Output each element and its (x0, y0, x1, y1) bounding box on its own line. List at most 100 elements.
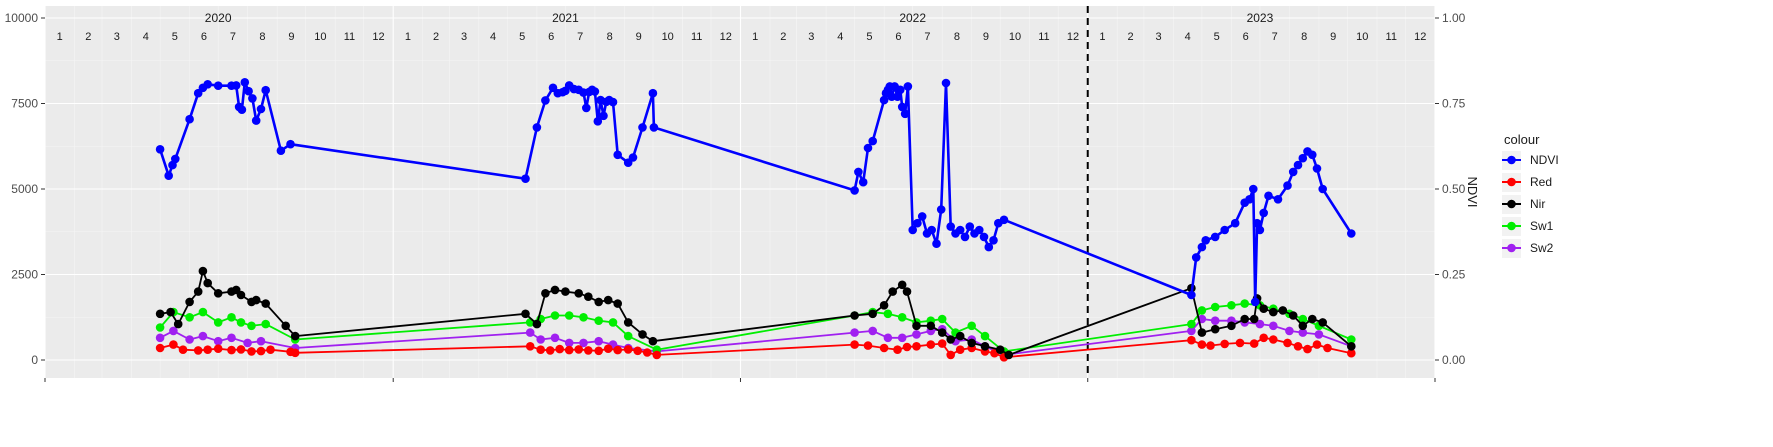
point-sw2 (525, 328, 535, 337)
legend-label-nir: Nir (1530, 197, 1545, 211)
point-red (642, 348, 652, 357)
point-sw2 (1210, 316, 1220, 326)
point-ndvi (628, 153, 638, 162)
strip-month-label: 12 (1414, 31, 1426, 43)
point-sw1 (198, 307, 208, 317)
strip-month-label: 2 (1127, 31, 1133, 43)
legend-key-point-ndvi (1507, 155, 1516, 165)
point-nir (521, 309, 530, 319)
point-sw2 (897, 333, 907, 343)
point-nir (850, 311, 859, 320)
point-red (290, 348, 300, 358)
point-nir (532, 319, 542, 329)
point-ndvi (1288, 167, 1298, 177)
point-ndvi (1245, 195, 1254, 204)
point-ndvi (521, 174, 530, 183)
point-red (937, 339, 947, 348)
point-ndvi (932, 239, 941, 248)
point-ndvi (960, 232, 970, 242)
point-red (879, 343, 889, 353)
point-sw1 (247, 321, 256, 331)
point-red (1323, 343, 1332, 353)
point-ndvi (1220, 225, 1229, 235)
point-ndvi (979, 232, 989, 242)
point-nir (955, 331, 965, 341)
point-sw1 (623, 331, 633, 341)
strip-month-label: 2 (85, 31, 91, 43)
point-nir (1318, 318, 1327, 327)
point-red (169, 340, 178, 349)
point-ndvi (975, 225, 984, 235)
strip-month-label: 6 (201, 31, 207, 43)
point-ndvi (1197, 242, 1207, 252)
point-sw2 (169, 326, 178, 336)
point-sw1 (185, 313, 194, 322)
point-ndvi (908, 225, 917, 235)
point-ndvi (532, 123, 542, 132)
point-sw1 (1347, 335, 1356, 344)
point-ndvi (863, 143, 873, 153)
point-nir (1004, 350, 1014, 360)
point-red (1249, 339, 1259, 348)
left-axis-tick-label: 7500 (11, 97, 38, 111)
point-nir (1288, 311, 1298, 320)
point-nir (638, 330, 647, 339)
strip-month-label: 4 (143, 31, 149, 43)
point-sw2 (213, 336, 223, 346)
point-red (266, 345, 275, 355)
point-nir (236, 290, 246, 300)
point-sw1 (1197, 306, 1207, 315)
series-layer (155, 78, 1356, 362)
legend-key-point-red (1507, 177, 1516, 187)
strip-month-label: 5 (866, 31, 872, 43)
legend: colour NDVI Red Nir Sw1 Sw2 (1502, 132, 1559, 258)
strip-month-label: 1 (1099, 31, 1105, 43)
point-sw1 (227, 313, 236, 322)
point-sw1 (1227, 301, 1236, 310)
point-sw2 (850, 328, 859, 337)
point-ndvi (185, 114, 194, 124)
point-red (236, 345, 246, 354)
point-sw2 (579, 338, 588, 348)
point-sw1 (980, 331, 990, 341)
strip-month-label: 6 (895, 31, 901, 43)
point-sw2 (883, 333, 893, 343)
point-red (603, 344, 613, 354)
point-sw1 (608, 318, 618, 327)
point-ndvi (590, 87, 600, 96)
point-red (946, 350, 955, 360)
point-ndvi (261, 85, 271, 95)
point-red (525, 342, 535, 351)
point-ndvi (999, 215, 1009, 225)
point-ndvi (1264, 191, 1273, 201)
point-nir (561, 287, 570, 296)
point-red (256, 346, 266, 356)
point-red (1235, 338, 1245, 348)
point-ndvi (582, 103, 591, 113)
point-sw1 (1210, 302, 1220, 312)
strip-month-label: 8 (1301, 31, 1307, 43)
point-sw2 (243, 338, 252, 348)
point-ndvi (155, 145, 165, 154)
point-ndvi (955, 225, 965, 235)
point-sw1 (1187, 319, 1196, 329)
point-sw2 (185, 335, 194, 344)
point-red (155, 343, 165, 353)
point-red (247, 347, 256, 356)
point-red (850, 340, 859, 349)
point-ndvi (984, 242, 994, 252)
point-sw1 (550, 311, 560, 320)
point-nir (937, 328, 947, 337)
strip-year-label: 2023 (1247, 11, 1274, 25)
point-ndvi (989, 236, 998, 245)
point-sw2 (594, 336, 603, 346)
point-ndvi (1249, 184, 1258, 194)
strip-month-label: 5 (172, 31, 178, 43)
point-ndvi (858, 177, 868, 187)
point-sw1 (564, 311, 574, 320)
point-sw1 (883, 309, 893, 319)
point-ndvi (276, 146, 286, 155)
point-ndvi (1347, 229, 1356, 238)
